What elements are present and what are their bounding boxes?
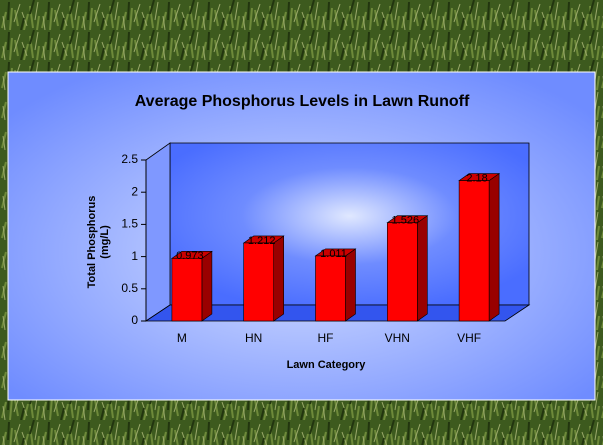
value-label: 0.973 [176,250,204,262]
chart-title: Average Phosphorus Levels in Lawn Runoff [135,93,470,110]
y-tick-label: 2.5 [121,152,138,166]
x-axis-title: Lawn Category [287,359,367,371]
bar-side [273,235,285,322]
y-tick-label: 1 [131,249,138,263]
value-label: 2.18 [466,173,487,185]
bar-side [416,215,428,322]
y-tick-label: 0 [131,313,138,327]
bar [386,222,418,322]
side-wall [145,142,171,322]
x-tick-label: VHF [457,331,481,345]
x-tick-label: M [177,331,187,345]
bar [243,242,274,322]
bar-side [488,173,500,322]
y-tick-label: 1.5 [121,217,138,231]
bar-side [345,248,356,322]
value-label: 1.011 [320,248,347,260]
value-label: 1.526 [392,215,420,227]
value-label: 1.212 [248,235,276,247]
y-axis-title: Total Phosphorus [86,196,98,289]
x-tick-label: HN [245,331,262,345]
y-tick-label: 0.5 [121,281,138,295]
y-axis-title: (mg/L) [99,225,111,259]
y-tick-label: 2 [131,184,138,198]
bar [315,255,346,322]
bar [458,180,490,322]
bar [171,258,203,322]
x-tick-label: VHN [385,331,410,345]
x-tick-label: HF [318,331,334,345]
